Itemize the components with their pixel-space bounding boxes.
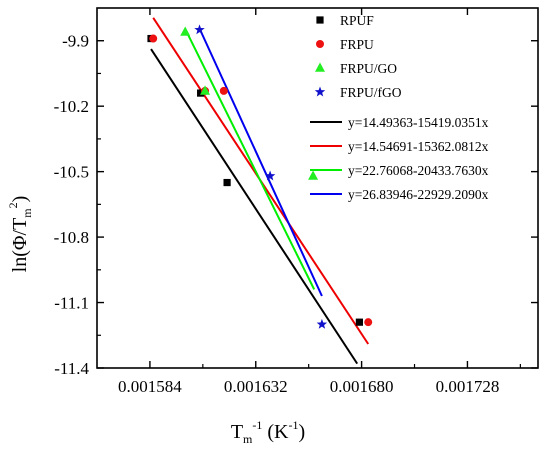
- legend: RPUF FRPU FRPU/GO FRPU/fGO y=14.49363-15419.…: [310, 13, 489, 202]
- x-axis-title: Tm-1 (K-1): [231, 418, 305, 446]
- x-tick-label: 0.001584: [118, 377, 182, 396]
- data-point: [308, 170, 319, 180]
- data-point: [180, 26, 191, 36]
- fit-lines: [150, 17, 370, 365]
- data-point: [364, 318, 373, 327]
- legend-fit-label: y=22.76068-20433.7630x: [348, 163, 489, 178]
- y-axis-title: ln(Φ/Tm2): [6, 196, 34, 273]
- legend-marker: [314, 86, 326, 97]
- x-axis-ticks: 0.001584 0.001632 0.001680 0.001728: [118, 8, 521, 396]
- data-point: [194, 24, 205, 35]
- y-tick-label: -11.4: [54, 359, 89, 378]
- y-axis-ticks: -9.9 -10.2 -10.5 -10.8 -11.1 -11.4: [54, 32, 538, 378]
- legend-label: FRPU/GO: [340, 61, 397, 76]
- x-tick-label: 0.001632: [224, 377, 288, 396]
- fit-line: [198, 28, 323, 297]
- legend-label: RPUF: [340, 13, 374, 28]
- data-point: [355, 318, 363, 326]
- legend-fit-label: y=14.54691-15362.0812x: [348, 139, 489, 154]
- legend-marker: [316, 40, 324, 48]
- data-point: [197, 89, 205, 97]
- x-tick-label: 0.001680: [330, 377, 394, 396]
- plot-frame: [96, 7, 539, 369]
- legend-fit-label: y=14.49363-15419.0351x: [348, 115, 489, 130]
- data-point: [264, 170, 276, 181]
- data-point: [219, 86, 228, 95]
- x-tick-label: 0.001728: [436, 377, 500, 396]
- y-tick-label: -10.8: [54, 228, 89, 247]
- data-point: [200, 85, 211, 95]
- fit-line: [184, 28, 316, 290]
- y-tick-label: -10.2: [54, 97, 89, 116]
- data-points: [147, 24, 373, 329]
- legend-marker: [315, 62, 325, 72]
- legend-label: FRPU/fGO: [340, 85, 402, 100]
- y-tick-label: -10.5: [54, 163, 89, 182]
- fit-line: [150, 48, 359, 365]
- legend-marker: [316, 16, 324, 24]
- y-tick-label: -11.1: [54, 294, 89, 313]
- data-point: [223, 178, 231, 187]
- data-point: [149, 34, 158, 43]
- data-point: [316, 318, 328, 329]
- y-tick-label: -9.9: [62, 32, 89, 51]
- legend-fit-label: y=26.83946-22929.2090x: [348, 187, 489, 202]
- legend-label: FRPU: [340, 37, 374, 52]
